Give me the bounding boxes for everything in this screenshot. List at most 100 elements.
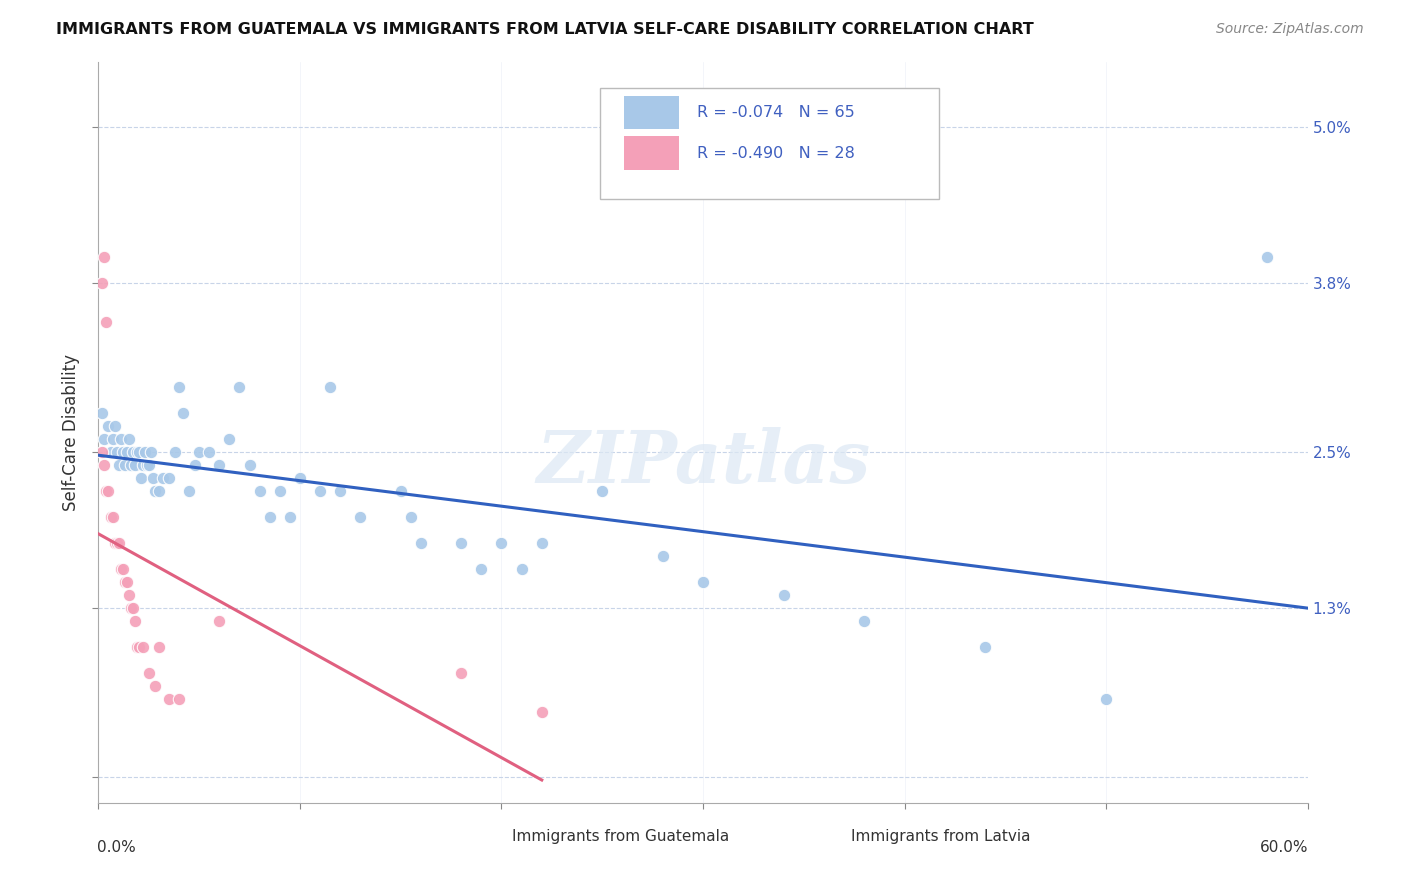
Point: [772, 588, 794, 602]
Point: [100, 510, 122, 524]
Point: [470, 562, 492, 576]
Point: [510, 562, 533, 576]
FancyBboxPatch shape: [800, 827, 842, 847]
Point: [152, 471, 174, 485]
Point: [269, 484, 291, 499]
Point: [96, 484, 118, 499]
Point: [278, 510, 301, 524]
Point: [167, 380, 190, 394]
Point: [97, 419, 120, 434]
Point: [259, 510, 281, 524]
Point: [124, 614, 146, 628]
Point: [125, 445, 148, 459]
FancyBboxPatch shape: [624, 136, 679, 169]
Point: [91, 445, 114, 459]
Text: Immigrants from Guatemala: Immigrants from Guatemala: [512, 830, 730, 845]
Point: [184, 458, 207, 472]
FancyBboxPatch shape: [624, 95, 679, 129]
Point: [105, 445, 128, 459]
Point: [125, 640, 148, 654]
Point: [530, 536, 553, 550]
Point: [288, 471, 311, 485]
Point: [105, 536, 128, 550]
Point: [101, 510, 124, 524]
Point: [138, 458, 160, 472]
Text: IMMIGRANTS FROM GUATEMALA VS IMMIGRANTS FROM LATVIA SELF-CARE DISABILITY CORRELA: IMMIGRANTS FROM GUATEMALA VS IMMIGRANTS …: [56, 22, 1033, 37]
Point: [139, 445, 162, 459]
Point: [450, 665, 472, 680]
Point: [111, 562, 134, 576]
Point: [128, 640, 150, 654]
Text: ZIPatlas: ZIPatlas: [536, 426, 870, 498]
Point: [120, 601, 142, 615]
Point: [115, 574, 138, 589]
Point: [120, 458, 142, 472]
FancyBboxPatch shape: [461, 827, 503, 847]
Point: [1095, 692, 1118, 706]
Point: [129, 471, 152, 485]
Point: [179, 484, 201, 499]
Point: [103, 419, 125, 434]
Point: [93, 458, 115, 472]
Point: [110, 562, 132, 576]
Point: [172, 406, 194, 420]
Text: 60.0%: 60.0%: [1260, 839, 1309, 855]
Point: [389, 484, 412, 499]
Point: [319, 380, 342, 394]
Text: R = -0.490   N = 28: R = -0.490 N = 28: [697, 145, 855, 161]
Point: [91, 277, 114, 291]
Point: [349, 510, 371, 524]
Point: [143, 679, 166, 693]
Point: [101, 432, 124, 446]
Point: [121, 445, 143, 459]
Point: [93, 250, 115, 264]
Point: [530, 705, 553, 719]
Point: [114, 574, 136, 589]
Point: [118, 432, 141, 446]
Point: [135, 458, 157, 472]
Point: [138, 665, 160, 680]
Point: [399, 510, 422, 524]
Point: [121, 601, 143, 615]
FancyBboxPatch shape: [600, 88, 939, 200]
Point: [228, 380, 250, 394]
Point: [111, 445, 134, 459]
Point: [132, 640, 155, 654]
Point: [132, 458, 155, 472]
Point: [128, 445, 150, 459]
Point: [93, 432, 115, 446]
Point: [450, 536, 472, 550]
Point: [329, 484, 352, 499]
Point: [148, 640, 170, 654]
Point: [239, 458, 262, 472]
Point: [208, 614, 231, 628]
Point: [100, 445, 122, 459]
Point: [167, 692, 190, 706]
Point: [143, 484, 166, 499]
Point: [163, 445, 186, 459]
Point: [97, 484, 120, 499]
Point: [118, 588, 141, 602]
Point: [115, 445, 138, 459]
Text: Source: ZipAtlas.com: Source: ZipAtlas.com: [1216, 22, 1364, 37]
Point: [110, 432, 132, 446]
Point: [114, 458, 136, 472]
Point: [218, 432, 240, 446]
Text: Immigrants from Latvia: Immigrants from Latvia: [851, 830, 1031, 845]
Point: [974, 640, 997, 654]
Point: [853, 614, 876, 628]
Point: [651, 549, 673, 563]
Point: [188, 445, 211, 459]
Point: [148, 484, 170, 499]
Point: [157, 692, 180, 706]
Y-axis label: Self-Care Disability: Self-Care Disability: [62, 354, 80, 511]
Text: R = -0.074   N = 65: R = -0.074 N = 65: [697, 105, 855, 120]
Point: [591, 484, 613, 499]
Point: [107, 458, 129, 472]
Point: [692, 574, 714, 589]
Point: [103, 536, 125, 550]
Point: [409, 536, 432, 550]
Point: [134, 445, 156, 459]
Point: [107, 536, 129, 550]
Point: [249, 484, 271, 499]
